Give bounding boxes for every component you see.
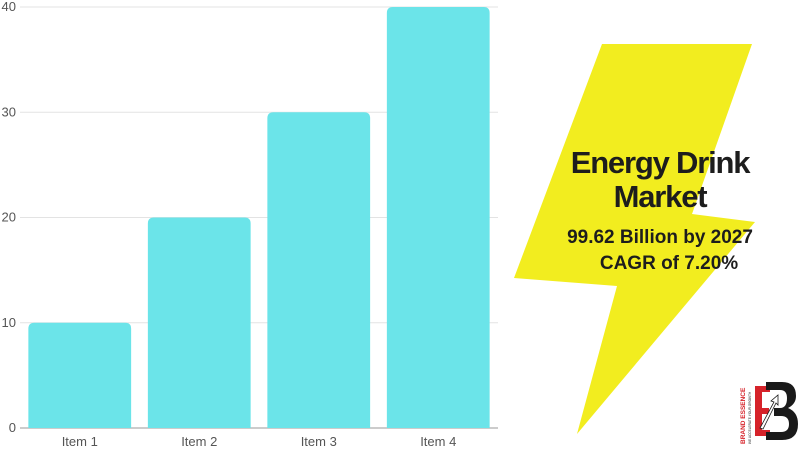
market-cagr-stat: CAGR of 7.20% [599,253,739,274]
market-title-line2: Market [613,179,708,214]
logo-tagline: WE ACCELERATE YOUR GROWTH [748,391,752,444]
bar-item-4 [386,7,490,428]
y-tick-label: 30 [2,104,16,119]
y-tick-label: 20 [2,210,16,225]
bar-chart: 0 10 20 30 40 Item 1 Item 2 Item 3 Item 4 [2,0,498,449]
bar-item-1 [28,322,132,428]
logo-letter-e [755,386,770,436]
market-title: Energy Drink Market [520,146,800,214]
market-title-line1: Energy Drink [570,145,751,180]
logo-text: BRAND ESSENCE [740,387,747,444]
bar-item-2 [147,217,251,428]
market-value-stat: 99.62 Billion by 2027 [567,227,753,248]
y-tick-label: 40 [2,0,16,14]
logo-arrow-icon [759,394,779,430]
x-tick-label: Item 3 [301,434,337,449]
x-tick-label: Item 4 [420,434,456,449]
y-tick-label: 0 [9,420,16,435]
x-tick-label: Item 1 [62,434,98,449]
y-tick-label: 10 [2,315,16,330]
x-tick-label: Item 2 [181,434,217,449]
logo-letter-b [766,382,798,440]
brand-essence-logo: BRAND ESSENCE WE ACCELERATE YOUR GROWTH [740,382,798,444]
bar-item-3 [267,112,371,428]
